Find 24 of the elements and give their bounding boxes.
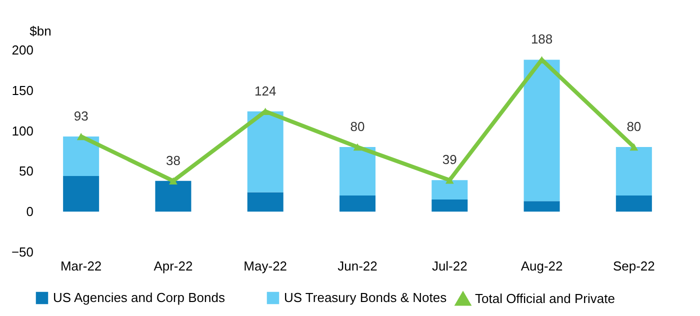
y-tick-label: 0 (26, 204, 34, 220)
data-label: 188 (530, 32, 553, 47)
x-tick-label: Jun-22 (338, 258, 378, 274)
x-tick-label: Sep-22 (612, 258, 655, 274)
legend-label: Total Official and Private (475, 291, 615, 306)
y-axis-title: $bn (30, 24, 52, 38)
y-tick-label: 200 (12, 42, 34, 58)
data-label: 124 (254, 83, 276, 98)
y-tick-label: 50 (19, 164, 34, 179)
y-tick-label: 150 (12, 82, 34, 98)
data-label: 38 (166, 152, 180, 168)
x-tick-label: Jul-22 (432, 258, 468, 274)
y-tick-label: −50 (11, 244, 34, 260)
legend-label: US Agencies and Corp Bonds (53, 290, 226, 305)
data-label: 80 (350, 118, 365, 134)
data-label: 80 (626, 118, 642, 134)
x-tick-label: Apr-22 (154, 258, 193, 274)
data-label: 93 (74, 108, 88, 124)
y-tick-label: 100 (12, 123, 34, 138)
legend-label: US Treasury Bonds & Notes (284, 290, 448, 305)
x-tick-label: Aug-22 (520, 258, 563, 274)
data-label: 39 (442, 152, 457, 168)
x-tick-label: Mar-22 (60, 258, 102, 274)
x-tick-label: May-22 (244, 258, 288, 274)
